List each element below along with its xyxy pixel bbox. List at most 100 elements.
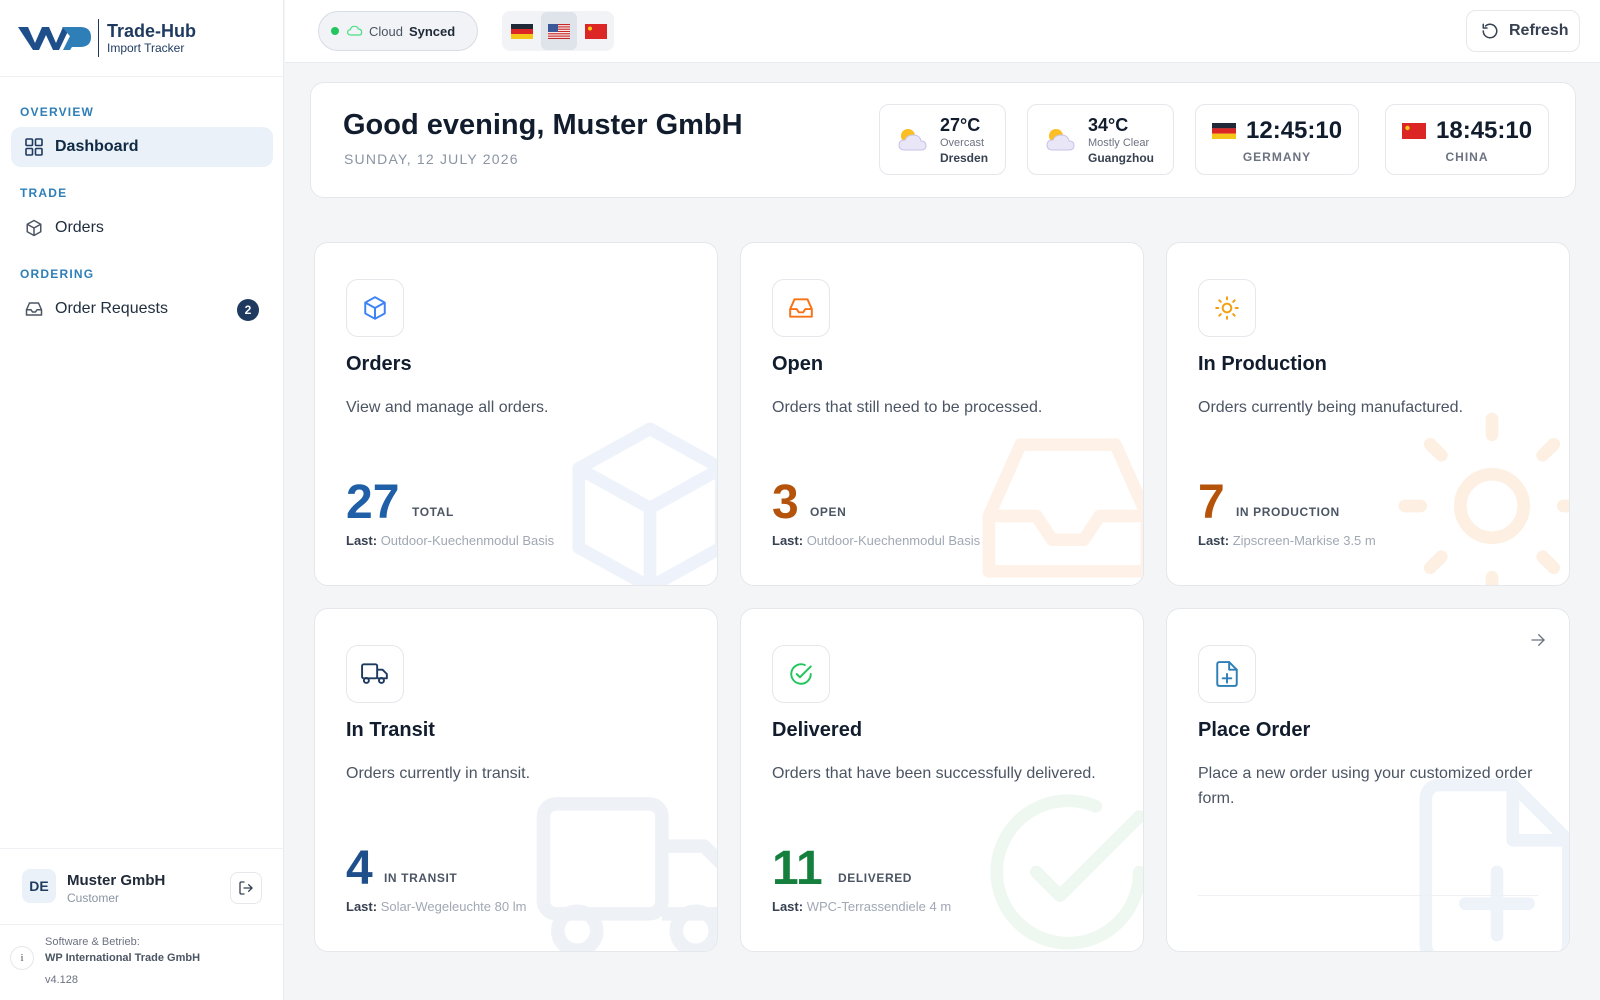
sidebar-item-dashboard[interactable]: Dashboard [11,127,273,167]
card-description: Orders currently in transit. [346,765,531,782]
lang-zh-button[interactable] [577,12,614,50]
card-unit: IN TRANSIT [384,871,458,885]
place-order-card-icon-wrap [1198,645,1256,703]
card-last-label: Last: [772,533,804,548]
card-last-value: Solar-Wegeleuchte 80 lm [380,899,527,914]
footer-version: v4.128 [45,974,79,986]
logout-icon [239,881,253,895]
sidebar-item-order-requests[interactable]: Order Requests 2 [11,289,273,329]
truck-icon [361,663,388,684]
language-switcher [502,11,614,51]
clock-label: GERMANY [1242,150,1312,164]
greeting-card: Good evening, Muster GmbH SUNDAY, 12 JUL… [310,82,1576,198]
card-last: Last: Outdoor-Kuechenmodul Basis [346,533,554,548]
card-count: 7 [1198,476,1225,529]
brand-name: Trade-Hub [107,21,197,41]
brand[interactable]: Trade-Hub Import Tracker [0,0,283,77]
card-last-value: WPC-Terrassendiele 4 m [806,899,952,914]
card-count: 3 [772,476,799,529]
card-last-label: Last: [346,533,378,548]
card-title: Orders [346,353,412,375]
footer-line1: Software & Betrieb: [45,936,140,948]
sidebar-item-label: Dashboard [55,138,139,155]
nav-section-trade: TRADE [20,186,68,200]
card-title: In Transit [346,719,435,741]
sync-status-pill[interactable]: Cloud Synced [318,11,478,51]
card-unit: IN PRODUCTION [1236,505,1340,519]
card-title: Open [772,353,824,375]
box-icon [26,219,42,237]
user-name: Muster GmbH [67,872,166,889]
card-count: 4 [346,842,373,895]
lang-de-button[interactable] [504,12,541,50]
arrow-right-icon[interactable] [1529,631,1547,649]
production-card[interactable]: In Production Orders currently being man… [1166,242,1570,586]
card-description: Orders that still need to be processed. [772,399,1043,416]
cn-flag-icon [1402,123,1426,139]
place-order-card[interactable]: Place Order Place a new order using your… [1166,608,1570,952]
box-icon [364,296,386,320]
de-flag-icon [1212,123,1236,139]
clock-label: CHINA [1445,150,1489,164]
card-description: Orders currently being manufactured. [1198,399,1464,416]
brand-subtitle: Import Tracker [107,41,185,55]
clock-time: 12:45:10 [1246,117,1343,144]
orders-card[interactable]: Orders View and manage all orders. 27 TO… [314,242,718,586]
avatar: DE [22,869,56,903]
card-last-label: Last: [1198,533,1230,548]
card-last-value: Outdoor-Kuechenmodul Basis [806,533,981,548]
brand-logo-icon [18,27,91,50]
clock-germany: 12:45:10 GERMANY [1195,104,1359,175]
sync-prefix: Cloud [369,23,403,39]
sidebar-item-label: Order Requests [55,300,168,317]
file-plus-icon [1216,661,1238,687]
weather-city: Guangzhou [1088,151,1154,165]
weather-condition: Mostly Clear [1088,137,1150,149]
cloud-icon [347,25,363,36]
open-card[interactable]: Open Orders that still need to be proces… [740,242,1144,586]
card-last-label: Last: [772,899,804,914]
logout-button[interactable] [230,872,262,904]
lang-en-button[interactable] [540,12,578,50]
weather-guangzhou: 34°C Mostly Clear Guangzhou [1027,104,1174,175]
sync-status-dot [331,27,339,35]
weather-temp: 34°C [1088,115,1129,135]
card-count: 27 [346,476,400,529]
nav-section-overview: OVERVIEW [20,105,95,119]
card-last: Last: WPC-Terrassendiele 4 m [772,899,951,914]
weather-city: Dresden [940,151,989,165]
sync-status: Synced [408,23,456,39]
footer-company: WP International Trade GmbH [45,952,201,964]
transit-card-icon-wrap [346,645,404,703]
open-card-icon-wrap [772,279,830,337]
partly-cloudy-icon [1046,129,1075,151]
card-count: 11 [772,842,823,895]
order-requests-badge: 2 [237,299,259,321]
sun-watermark-icon [1398,412,1569,585]
card-last: Last: Zipscreen-Markise 3.5 m [1198,533,1376,548]
sidebar-item-orders[interactable]: Orders [11,208,273,248]
info-icon[interactable]: i [10,946,34,970]
card-last-value: Outdoor-Kuechenmodul Basis [380,533,555,548]
clock-time: 18:45:10 [1436,117,1533,144]
cn-flag-icon [584,23,607,39]
transit-card[interactable]: In Transit Orders currently in transit. … [314,608,718,952]
grid-icon [25,138,43,156]
card-last: Last: Solar-Wegeleuchte 80 lm [346,899,526,914]
de-flag-icon [511,23,534,39]
user-block: DE Muster GmbH Customer [0,848,284,925]
greeting-date: SUNDAY, 12 JULY 2026 [344,151,519,167]
card-description: Orders that have been successfully deliv… [772,765,1096,782]
delivered-card[interactable]: Delivered Orders that have been successf… [740,608,1144,952]
card-unit: OPEN [810,505,847,519]
user-role: Customer [67,891,120,905]
partly-cloudy-icon [898,129,927,151]
card-title: In Production [1198,353,1327,375]
sun-icon [1215,296,1239,320]
orders-card-icon-wrap [346,279,404,337]
card-divider [1198,895,1538,896]
nav-section-ordering: ORDERING [20,267,95,281]
card-title: Delivered [772,719,863,741]
refresh-button[interactable]: Refresh [1466,10,1580,52]
card-last: Last: Outdoor-Kuechenmodul Basis [772,533,980,548]
